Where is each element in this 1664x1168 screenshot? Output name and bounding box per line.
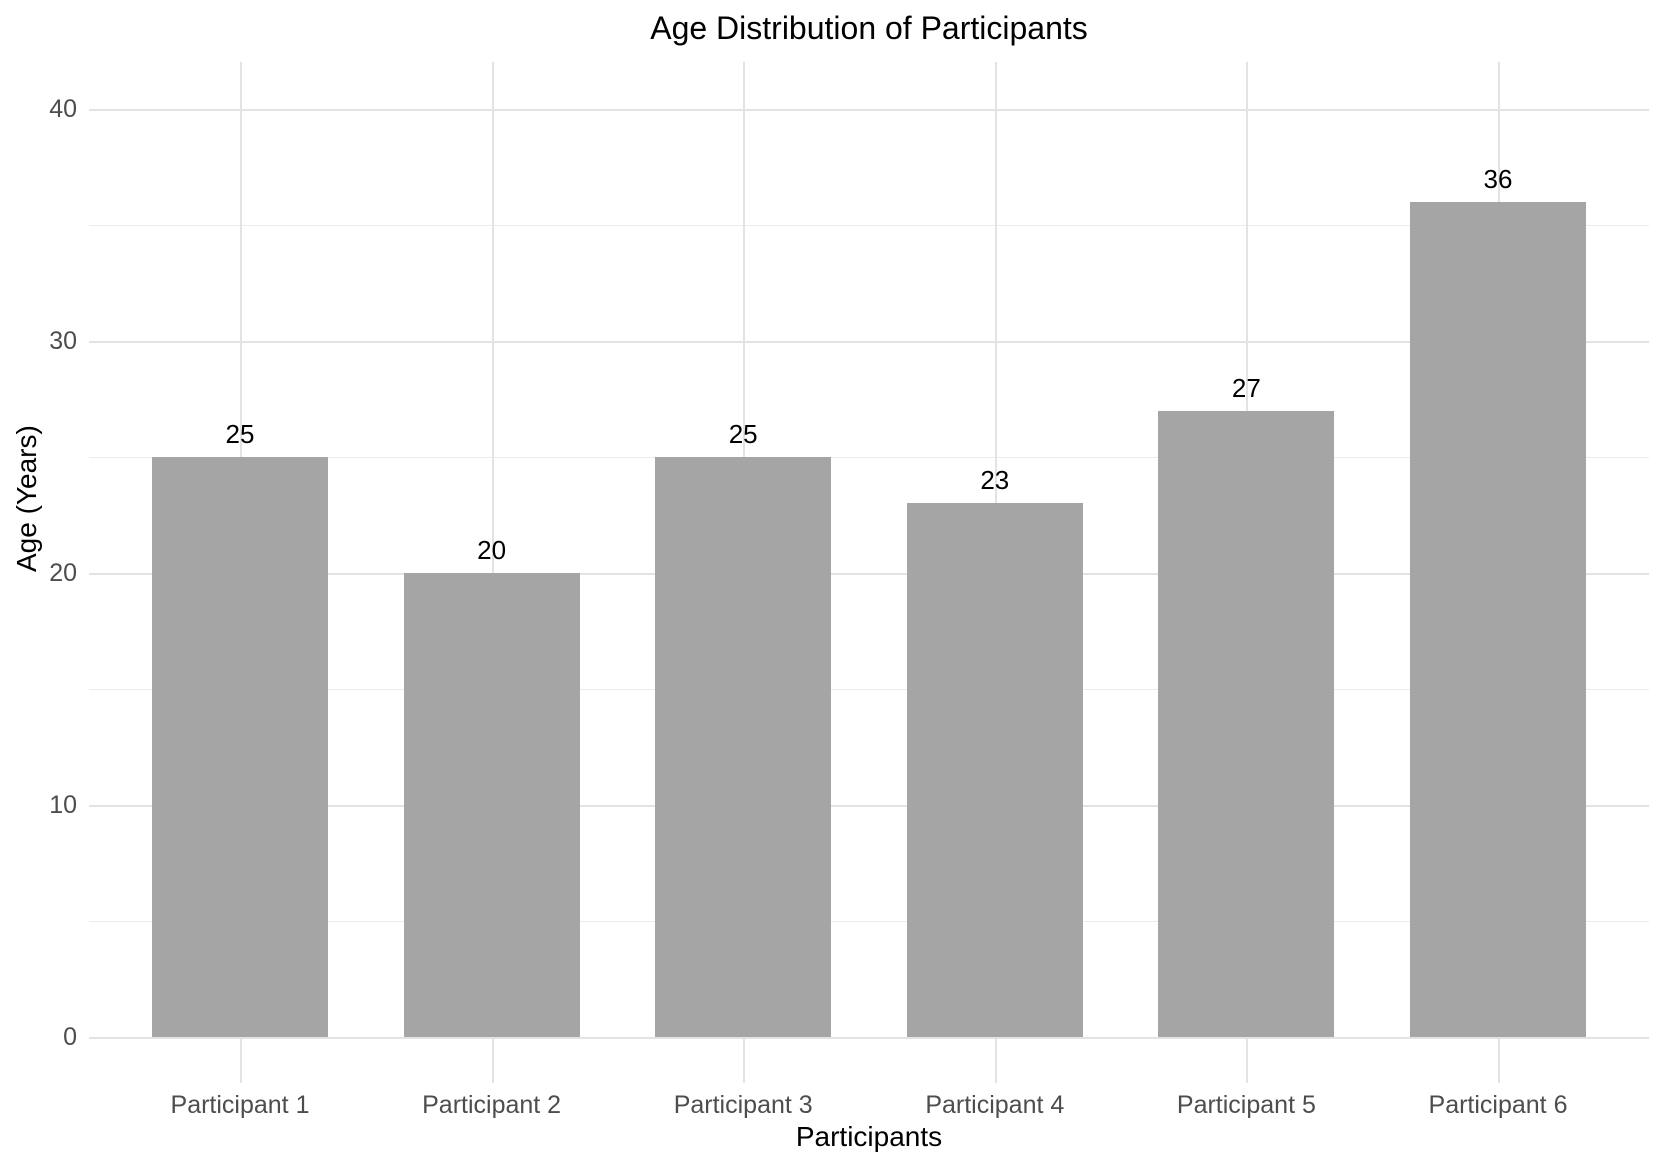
bar-participant-1 <box>152 457 328 1037</box>
bar-value-label-3: 25 <box>728 419 758 449</box>
chart-title: Age Distribution of Participants <box>650 10 1088 46</box>
x-axis-title: Participants <box>795 1121 943 1152</box>
gridline-minor-y25 <box>89 457 1649 458</box>
y-tick-label-30: 30 <box>49 327 77 355</box>
gridline-minor-y15 <box>89 689 1649 690</box>
x-tick-label-6: Participant 6 <box>1428 1091 1568 1119</box>
y-tick-label-20: 20 <box>49 559 77 587</box>
plot-area: 25 20 25 23 27 36 <box>89 62 1649 1083</box>
gridline-major-y20 <box>89 573 1649 575</box>
y-tick-label-10: 10 <box>49 791 77 819</box>
bar-participant-4 <box>906 503 1083 1037</box>
x-tick-label-5: Participant 5 <box>1176 1091 1316 1119</box>
gridline-major-y10 <box>89 805 1649 807</box>
x-tick-label-1: Participant 1 <box>170 1091 310 1119</box>
x-tick-label-2: Participant 2 <box>422 1091 562 1119</box>
y-tick-label-40: 40 <box>49 95 77 123</box>
gridline-minor-y5 <box>89 921 1649 922</box>
bar-value-label-4: 23 <box>980 465 1010 496</box>
x-tick-label-4: Participant 4 <box>925 1091 1065 1119</box>
bar-participant-3 <box>655 457 832 1037</box>
gridline-minor-y35 <box>89 225 1649 226</box>
bar-participant-6 <box>1410 201 1586 1037</box>
gridline-major-y30 <box>89 341 1649 343</box>
bar-participant-2 <box>403 573 580 1037</box>
bar-value-label-2: 20 <box>477 535 507 565</box>
gridline-major-y0 <box>89 1037 1649 1039</box>
bar-value-label-6: 36 <box>1483 163 1513 194</box>
bar-value-label-1: 25 <box>225 419 255 449</box>
bar-participant-5 <box>1158 410 1335 1037</box>
y-tick-label-0: 0 <box>63 1023 77 1051</box>
x-tick-label-3: Participant 3 <box>673 1091 813 1119</box>
gridline-vertical-2 <box>491 62 494 1083</box>
bar-value-label-5: 27 <box>1231 372 1261 403</box>
gridline-major-y40 <box>89 109 1649 111</box>
